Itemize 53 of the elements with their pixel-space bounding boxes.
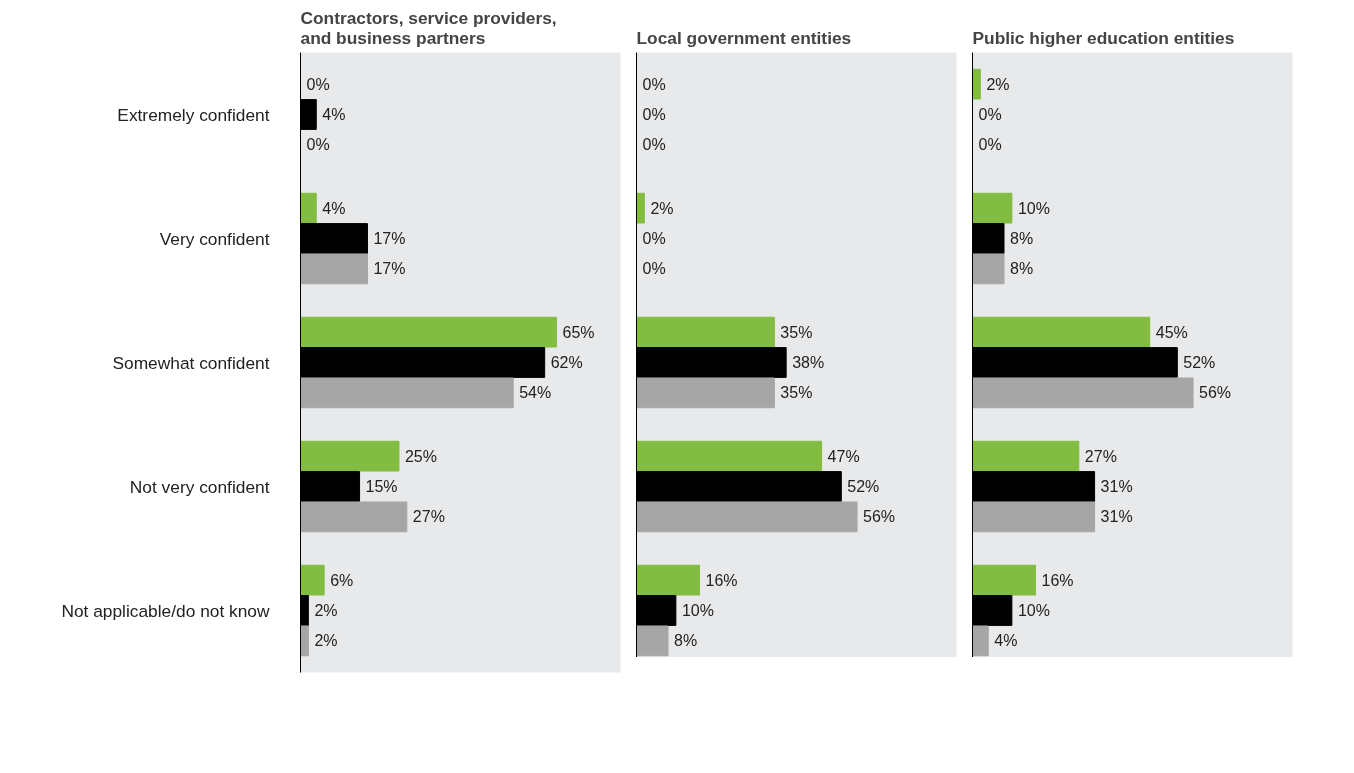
data-label: 25%	[404, 447, 437, 465]
data-label: 16%	[1041, 571, 1074, 589]
y-tick-label: Not applicable/do not know	[61, 600, 270, 621]
data-label: 31%	[1100, 508, 1133, 526]
y-tick-label: Very confident	[159, 228, 270, 249]
data-label: 27%	[412, 508, 445, 526]
data-label: 4%	[994, 632, 1018, 650]
y-tick-label: Extremely confident	[117, 104, 270, 125]
data-label: 15%	[365, 478, 398, 495]
data-label: 0%	[978, 106, 1002, 123]
y-tick-label: Somewhat confident	[112, 352, 270, 373]
data-label: 45%	[1155, 323, 1188, 341]
data-label: 0%	[642, 230, 666, 247]
data-label: 56%	[1199, 384, 1232, 402]
data-label: 8%	[674, 632, 698, 650]
data-label: 2%	[314, 632, 338, 650]
data-label: 8%	[1010, 260, 1034, 278]
data-label: 27%	[1084, 447, 1117, 465]
data-label: 10%	[1017, 602, 1050, 619]
chart-title: Public higher education entities	[972, 27, 1235, 48]
data-label: 0%	[642, 75, 666, 93]
data-label: 0%	[642, 260, 666, 278]
data-label: 6%	[330, 571, 354, 589]
data-label: 0%	[306, 75, 330, 93]
data-label: 10%	[681, 602, 714, 619]
data-label: 16%	[705, 571, 738, 589]
data-label: 2%	[986, 75, 1010, 93]
data-label: 4%	[322, 106, 346, 123]
data-label: 62%	[550, 354, 583, 371]
data-label: 52%	[1183, 354, 1216, 371]
data-label: 17%	[373, 230, 406, 247]
data-label: 17%	[373, 260, 406, 278]
data-label: 52%	[847, 478, 880, 495]
data-label: 4%	[322, 199, 346, 217]
data-label: 31%	[1100, 478, 1133, 495]
data-label: 56%	[863, 508, 896, 526]
data-label: 0%	[642, 136, 666, 154]
data-label: 10%	[1017, 199, 1050, 217]
data-label: 0%	[306, 136, 330, 154]
chart-title: Local government entities	[636, 27, 852, 48]
data-label: 35%	[780, 384, 813, 402]
data-label: 47%	[827, 447, 860, 465]
data-label: 8%	[1010, 230, 1034, 247]
chart-title: Contractors, service providers, and business partners	[300, 7, 557, 48]
y-tick-label: Not very confident	[129, 476, 270, 497]
data-label: 2%	[314, 602, 338, 619]
data-label: 65%	[562, 323, 595, 341]
data-label: 0%	[978, 136, 1002, 154]
data-label: 54%	[519, 384, 552, 402]
data-label: 2%	[650, 199, 674, 217]
data-label: 38%	[792, 354, 825, 371]
data-label: 35%	[780, 323, 813, 341]
data-label: 0%	[642, 106, 666, 123]
